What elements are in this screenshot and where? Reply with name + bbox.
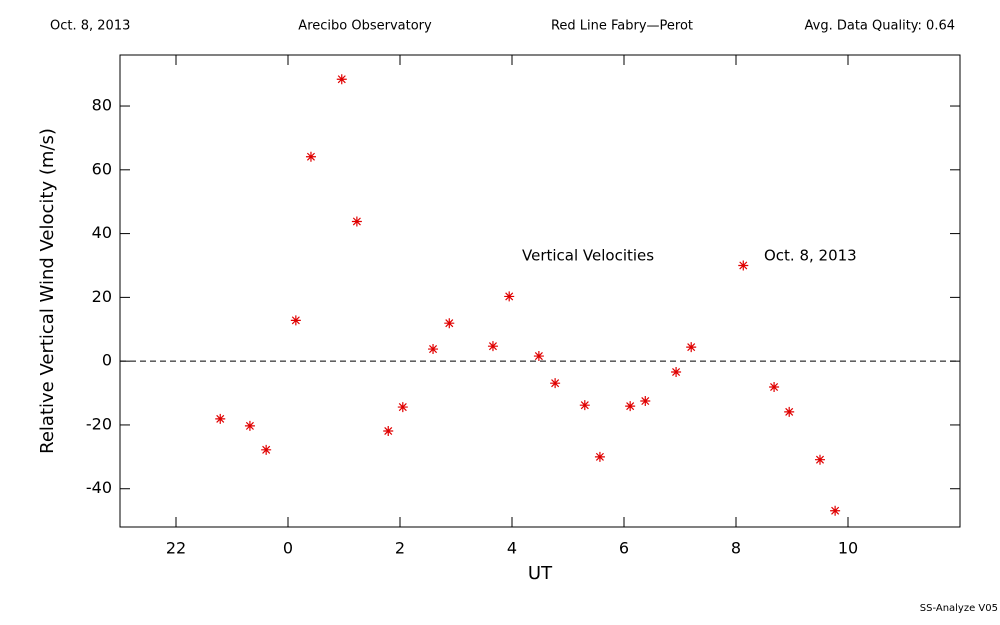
point (830, 505, 841, 516)
header-observatory: Arecibo Observatory (298, 19, 432, 34)
point (261, 444, 272, 455)
point (769, 381, 780, 392)
point (625, 401, 636, 412)
x-tick-label: 22 (166, 539, 186, 558)
plot-frame (119, 54, 961, 528)
point (351, 216, 362, 227)
point (336, 74, 347, 85)
y-tick-label: 80 (92, 96, 112, 115)
point (550, 378, 561, 389)
point (290, 315, 301, 326)
x-tick-label: 10 (838, 539, 858, 558)
x-tick-label: 6 (619, 539, 629, 558)
point (504, 291, 515, 302)
x-axis-label: UT (528, 563, 553, 584)
y-tick-label: -20 (86, 414, 112, 433)
point (305, 151, 316, 162)
point (533, 351, 544, 362)
y-tick-label: 40 (92, 223, 112, 242)
point (428, 344, 439, 355)
header-date: Oct. 8, 2013 (50, 19, 130, 34)
y-tick-label: 0 (102, 351, 112, 370)
header-quality: Avg. Data Quality: 0.64 (805, 19, 955, 34)
header-instrument: Red Line Fabry—Perot (551, 19, 693, 34)
point (383, 426, 394, 437)
point (784, 406, 795, 417)
y-tick-label: 20 (92, 287, 112, 306)
point (594, 451, 605, 462)
y-tick-label: -40 (86, 478, 112, 497)
point (738, 260, 749, 271)
y-tick-label: 60 (92, 159, 112, 178)
point (579, 400, 590, 411)
point (397, 402, 408, 413)
footer: SS-Analyze V05 (920, 603, 998, 614)
annotation: Vertical Velocities (522, 247, 654, 265)
x-tick-label: 4 (507, 539, 517, 558)
point (487, 341, 498, 352)
point (640, 396, 651, 407)
point (815, 454, 825, 465)
y-axis-label: Relative Vertical Wind Velocity (m/s) (37, 128, 58, 454)
point (215, 413, 226, 424)
x-tick-label: 2 (395, 539, 405, 558)
point (244, 420, 255, 431)
point (686, 342, 697, 353)
point (444, 318, 455, 329)
x-tick-label: 0 (283, 539, 293, 558)
annotation: Oct. 8, 2013 (764, 247, 857, 265)
point (671, 367, 682, 378)
x-tick-label: 8 (731, 539, 741, 558)
